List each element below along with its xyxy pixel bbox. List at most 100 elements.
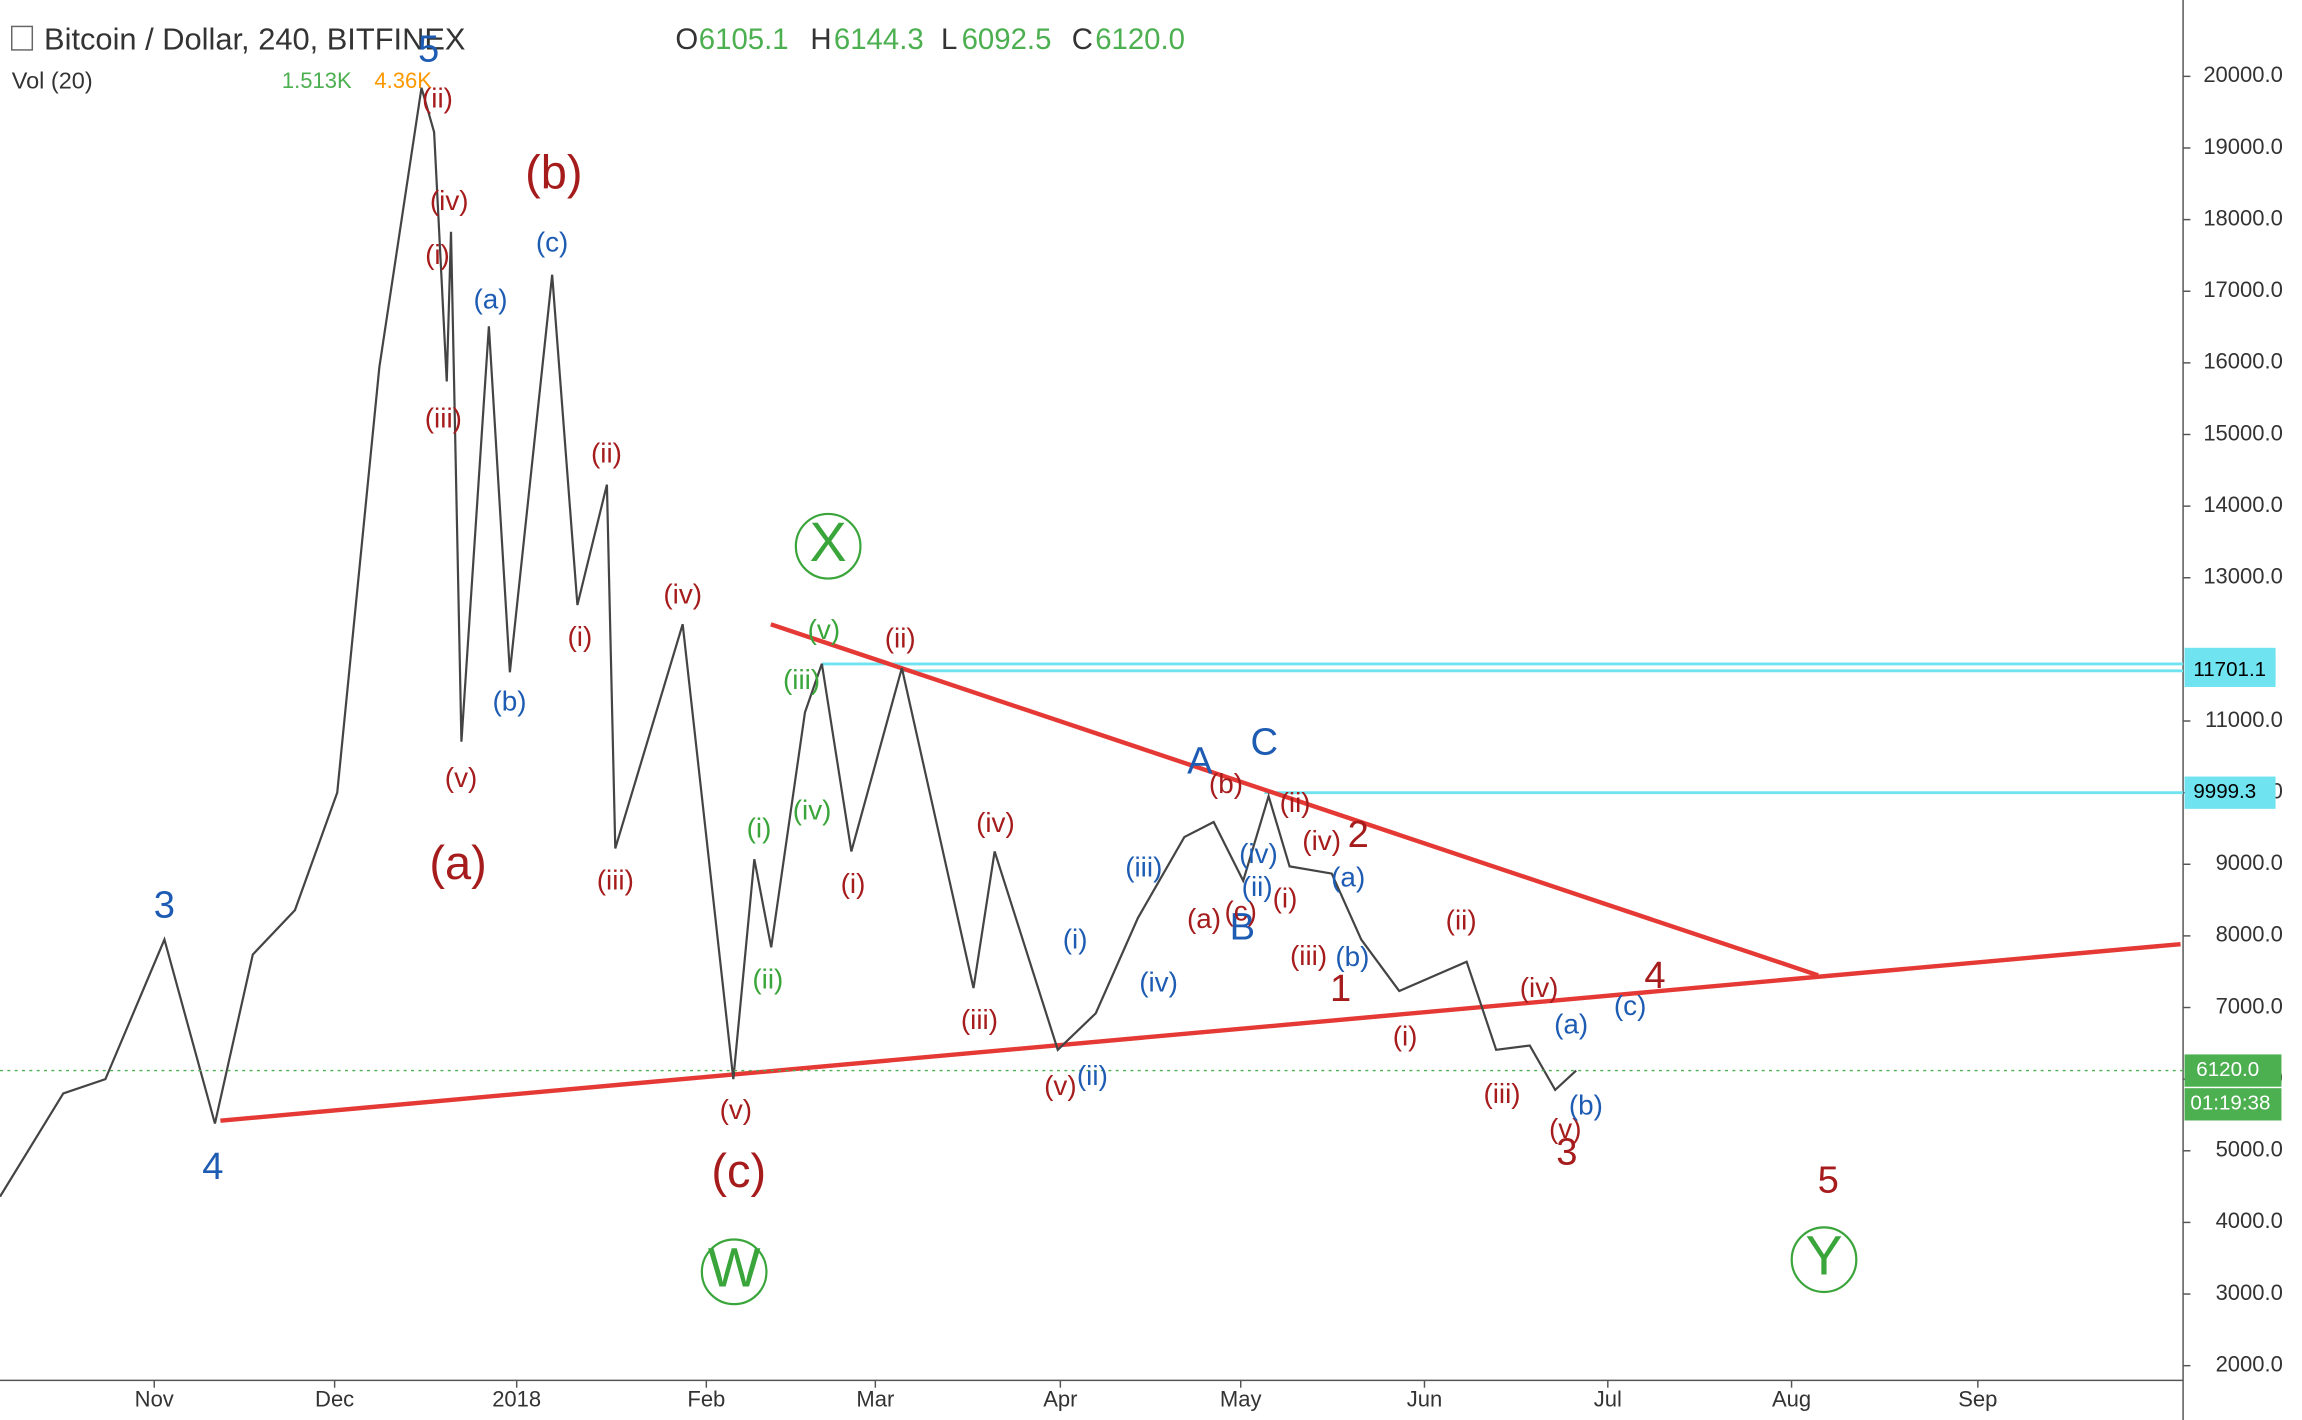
price-line [0,87,1577,1198]
wave-circle [700,1238,768,1306]
wave-label: (a) [474,284,508,315]
collapse-button[interactable] [11,25,34,51]
wave-label: (a) [1554,1009,1588,1040]
wave-circle [1790,1226,1858,1294]
ohlc-label: C [1072,23,1093,56]
wave-label: (iii) [1125,852,1162,883]
wave-label: A [1187,739,1213,782]
y-tick-label: 17000.0 [2203,277,2283,302]
wave-label: (a) [1187,903,1221,934]
level-label: 9999.3 [2193,780,2256,803]
x-tick-label: Aug [1772,1387,1811,1412]
countdown-box [2184,1088,2282,1121]
ohlc-label: H [810,23,831,56]
level-label-box [2184,776,2276,809]
wave-label: (i) [568,621,593,652]
wave-label: (iv) [793,794,832,825]
wave-label: 4 [1644,954,1665,997]
last-price-label: 6120.0 [2196,1058,2259,1081]
countdown: 01:19:38 [2190,1092,2270,1115]
x-tick-label: 2018 [492,1387,541,1412]
wave-label: (b) [525,145,582,198]
y-tick-label: 4000.0 [2216,1208,2283,1233]
x-tick-label: Dec [315,1387,354,1412]
wave-label: 3 [1556,1130,1577,1173]
wave-label: (c) [1224,895,1257,926]
y-tick-label: 9000.0 [2216,850,2283,875]
x-tick-label: Jun [1407,1387,1442,1412]
header: Bitcoin / Dollar, 240, BITFINEX O 6105.1… [12,21,1185,93]
wave-label: (b) [1569,1089,1603,1120]
wave-label: C [1251,721,1279,764]
wave-label: 4 [202,1145,223,1188]
y-tick-label: 11000.0 [2205,707,2283,732]
y-tick-label: 7000.0 [2216,993,2283,1018]
wave-label: (ii) [752,963,783,994]
wave-label: (ii) [1242,871,1273,902]
wave-label: (ii) [422,82,453,113]
wave-label: (a) [1331,862,1365,893]
ohlc-value: 6144.3 [834,23,924,56]
wave-label: (iii) [961,1004,998,1035]
wave-label: (a) [429,836,486,889]
wave-label: (v) [720,1094,753,1125]
symbol: Bitcoin / Dollar, 240, BITFINEX [44,21,465,56]
wave-label: (i) [1273,882,1298,913]
y-tick-label: 8000.0 [2216,922,2283,947]
x-tick-label: Mar [856,1387,894,1412]
wave-label: (iv) [1302,825,1341,856]
wave-label: (iv) [430,185,469,216]
x-tick-label: Feb [687,1387,725,1412]
wave-label: (v) [1549,1113,1582,1144]
y-tick-label: 19000.0 [2203,134,2283,159]
wave-label: (ii) [1077,1060,1108,1091]
y-tick-label: 18000.0 [2203,205,2283,230]
x-tick-label: May [1220,1387,1262,1412]
ohlc-value: 6092.5 [962,23,1052,56]
trendline [220,941,2181,1123]
wave-label: (i) [747,812,772,843]
wave-label: (v) [1044,1070,1077,1101]
trendline [770,622,1819,978]
wave-label: 2 [1348,813,1369,856]
wave-label: (ii) [1280,787,1311,818]
wave-label: (b) [1335,941,1369,972]
x-tick-label: Jul [1594,1387,1622,1412]
ohlc-value: 6105.1 [699,23,789,56]
wave-label: 3 [154,883,175,926]
ohlc-label: O [675,23,698,56]
wave-label: (v) [445,762,478,793]
wave-label: (v) [808,614,841,645]
wave-label: (iii) [1483,1078,1520,1109]
level-label-box [2184,654,2276,687]
ohlc-label: L [941,23,957,56]
y-tick-label: 14000.0 [2203,492,2283,517]
x-tick-label: Sep [1958,1387,1997,1412]
wave-label: (iv) [663,579,702,610]
ohlc-value: 6120.0 [1095,23,1185,56]
wave-label: (ii) [591,438,622,469]
wave-label: X [810,510,847,573]
wave-label: (iv) [1520,972,1559,1003]
wave-label: (c) [711,1144,766,1197]
wave-label: (iii) [597,865,634,896]
wave-label: (ii) [885,622,916,653]
x-tick-label: Nov [135,1387,174,1412]
wave-label: (i) [841,868,866,899]
wave-label: (c) [536,226,569,257]
wave-label: (iii) [1290,940,1327,971]
wave-label: 5 [418,27,439,70]
y-tick-label: 15000.0 [2203,420,2283,445]
volume-label: Vol (20) [12,67,93,93]
wave-label: 1 [1330,967,1351,1010]
y-tick-label: 2000.0 [2216,1351,2283,1376]
wave-label: (i) [425,239,450,270]
wave-label: (i) [1063,923,1088,954]
level-label: 11701.1 [2193,658,2266,681]
y-tick-label: 3000.0 [2216,1280,2283,1305]
wave-label: (iv) [976,807,1015,838]
wave-label: (i) [1393,1021,1418,1052]
wave-label: (b) [1209,768,1243,799]
